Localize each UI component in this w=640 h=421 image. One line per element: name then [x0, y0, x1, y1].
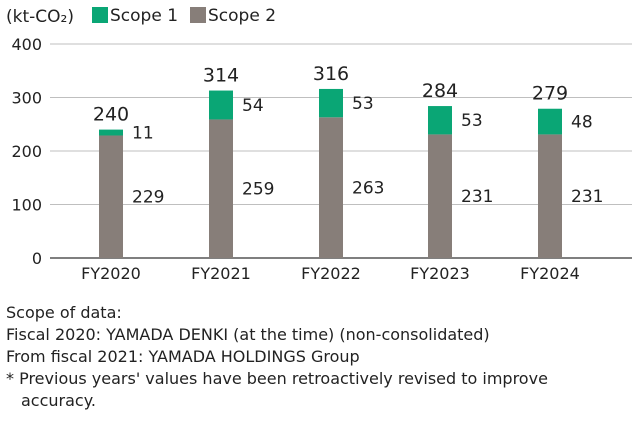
- label-scope-2-fy2022: 263: [352, 179, 384, 199]
- note-revision-continued: accuracy.: [21, 391, 96, 410]
- label-total-fy2022: 316: [313, 63, 349, 85]
- legend-label-scope-1: Scope 1: [110, 6, 178, 26]
- label-scope-1-fy2022: 53: [352, 94, 374, 114]
- x-tick-fy2020: FY2020: [81, 264, 141, 283]
- bar-scope-2-fy2023: [428, 134, 452, 258]
- label-scope-1-fy2024: 48: [571, 113, 593, 133]
- label-scope-2-fy2021: 259: [242, 180, 274, 200]
- x-axis-ticks: FY2020 FY2021 FY2022 FY2023 FY2024: [81, 264, 580, 283]
- note-fiscal-2020: Fiscal 2020: YAMADA DENKI (at the time) …: [6, 325, 490, 344]
- bar-scope-1-fy2020: [99, 129, 123, 136]
- note-scope-heading: Scope of data:: [6, 303, 122, 322]
- legend-label-scope-2: Scope 2: [208, 6, 276, 26]
- note-fiscal-2021: From fiscal 2021: YAMADA HOLDINGS Group: [6, 347, 360, 366]
- y-tick-400: 400: [11, 35, 42, 54]
- y-tick-100: 100: [11, 196, 42, 215]
- y-unit-label: (kt-CO₂): [6, 7, 74, 27]
- legend: Scope 1 Scope 2: [92, 6, 276, 26]
- label-scope-2-fy2024: 231: [571, 187, 603, 207]
- legend-swatch-scope-1: [92, 7, 108, 23]
- label-scope-1-fy2020: 11: [132, 124, 154, 144]
- bar-scope-2-fy2024: [538, 134, 562, 258]
- label-scope-2-fy2020: 229: [132, 188, 164, 208]
- x-tick-fy2022: FY2022: [301, 264, 361, 283]
- bar-scope-1-fy2024: [538, 108, 562, 135]
- legend-swatch-scope-2: [190, 7, 206, 23]
- label-scope-1-fy2023: 53: [461, 111, 483, 131]
- y-tick-300: 300: [11, 89, 42, 108]
- x-tick-fy2024: FY2024: [520, 264, 580, 283]
- note-revision: * Previous years' values have been retro…: [6, 369, 548, 388]
- stacked-bar-chart: (kt-CO₂) Scope 1 Scope 2 0 100 200 300 400 22…: [6, 6, 632, 283]
- bars: [99, 88, 562, 258]
- bar-scope-2-fy2022: [319, 117, 343, 258]
- y-axis-ticks: 0 100 200 300 400: [11, 35, 42, 268]
- bar-scope-1-fy2023: [428, 106, 452, 135]
- bar-scope-2-fy2020: [99, 135, 123, 258]
- x-tick-fy2023: FY2023: [410, 264, 470, 283]
- label-scope-1-fy2021: 54: [242, 96, 264, 116]
- bar-scope-1-fy2021: [209, 90, 233, 120]
- y-tick-0: 0: [32, 249, 42, 268]
- data-scope-notes: Scope of data: Fiscal 2020: YAMADA DENKI…: [6, 302, 634, 412]
- bar-scope-1-fy2022: [319, 88, 343, 118]
- label-scope-2-fy2023: 231: [461, 187, 493, 207]
- y-tick-200: 200: [11, 142, 42, 161]
- label-total-fy2020: 240: [93, 104, 129, 126]
- bar-scope-2-fy2021: [209, 119, 233, 258]
- label-total-fy2021: 314: [203, 65, 239, 87]
- x-tick-fy2021: FY2021: [191, 264, 251, 283]
- label-total-fy2024: 279: [532, 83, 568, 105]
- label-total-fy2023: 284: [422, 80, 458, 102]
